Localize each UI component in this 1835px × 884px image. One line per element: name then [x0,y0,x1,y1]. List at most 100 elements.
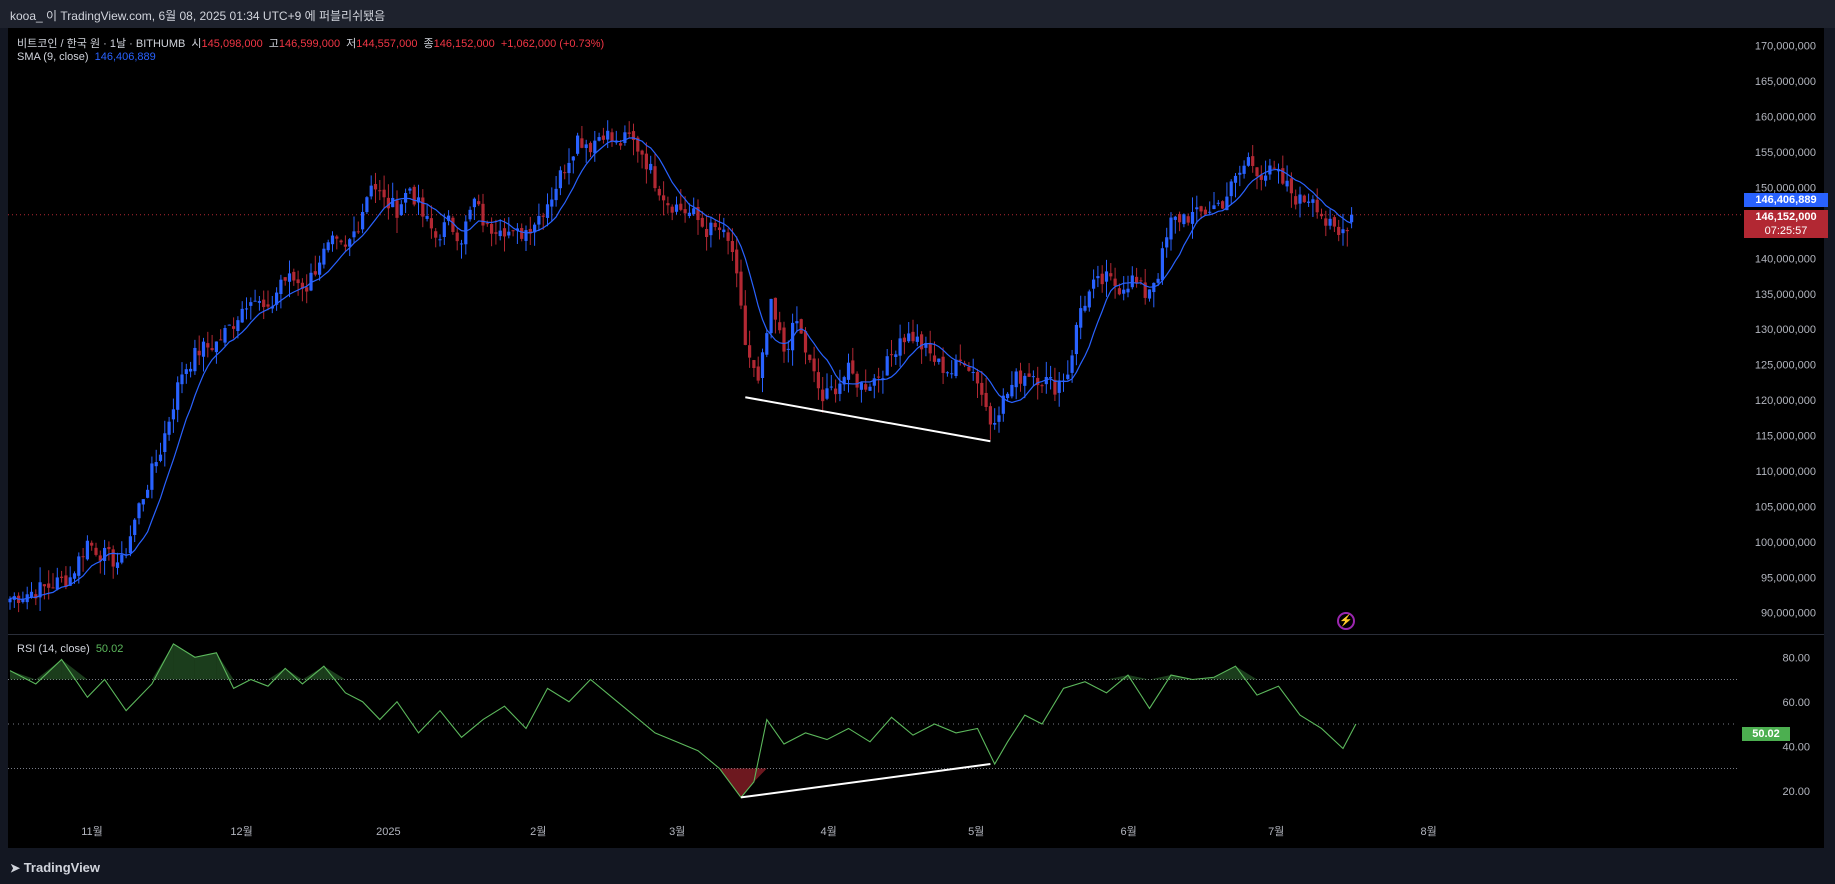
price-axis-label: 165,000,000 [1755,76,1816,88]
candle-body [950,373,954,375]
candle-body [240,308,244,323]
rsi-axis-label: 60.00 [1782,697,1810,709]
candle-body [533,224,537,233]
candle-body [670,206,674,213]
candle-body [232,326,236,329]
candle-body [176,382,180,410]
candle-body [1294,196,1298,205]
pane-divider[interactable] [8,634,1824,635]
candle-body [528,228,532,234]
lightning-alert-icon[interactable]: ⚡ [1337,612,1355,630]
candle-body [993,422,997,425]
candle-body [748,345,752,358]
candle-body [924,342,928,348]
oversold-fill [741,768,754,798]
candle-body [726,232,730,241]
candle-body [399,204,403,216]
time-axis-label: 5월 [968,825,984,838]
sma-line [9,137,1352,600]
candle-body [201,341,206,357]
candle-body [808,354,812,361]
candle-body [120,554,124,563]
rsi-chart[interactable]: 11월 12월 2025 2월 3월 4월 5월 6월 7월 8월 80.00 60.00 40.00 2… [8,635,1824,848]
low-label: 저 [346,38,357,50]
candle-body [283,277,287,281]
candle-body [412,186,416,205]
candle-body [275,292,279,305]
candle-body [928,343,932,354]
candle-body [1079,308,1083,328]
candle-body [889,354,894,356]
price-chart[interactable]: 170,000,000 165,000,000 160,000,000 155,000… [8,28,1824,634]
candle-body [649,163,653,171]
candle-body [778,322,782,331]
candle-body [730,241,734,253]
candle-body [146,489,150,498]
candle-body [1014,371,1018,388]
candle-body [373,183,378,190]
candle-body [709,222,713,236]
candle-body [1225,196,1229,211]
candle-body [292,271,296,281]
overbought-fill [268,668,286,680]
candle-body [287,273,292,282]
candle-body [210,348,214,351]
candle-body [64,575,68,587]
candle-body [137,503,141,519]
candle-body [739,271,743,306]
candle-body [227,324,231,326]
candles [8,120,1354,613]
change-value: +1,062,000 (+0.73%) [500,38,605,50]
candle-body [1229,181,1233,197]
candle-body [1066,374,1070,379]
time-axis-label: 2월 [530,825,546,838]
candle-body [1285,180,1289,187]
candle-body [1255,167,1259,177]
sma-value: 146,406,889 [94,51,156,63]
candle-body [1113,278,1117,286]
candle-body [1276,170,1281,172]
candle-body [1006,393,1010,399]
candle-body [937,358,941,362]
candle-body [391,197,395,208]
candle-body [1259,175,1263,180]
candle-body [782,327,786,352]
overbought-fill [1235,666,1257,680]
price-axis-label: 115,000,000 [1756,431,1816,443]
candle-body [1096,276,1100,279]
candle-body [29,591,34,598]
low-value: 144,557,000 [356,38,418,50]
candle-body [386,197,390,209]
candle-body [881,378,885,380]
tv-logo-text: TradingView [23,860,101,875]
time-axis-label: 12월 [230,825,252,838]
candle-body [1345,230,1349,232]
candle-body [60,576,64,578]
candle-body [103,547,107,562]
candle-body [765,333,769,355]
candle-body [545,204,550,218]
chart-panel[interactable] [8,28,1824,848]
tradingview-logo[interactable]: ➤ TradingView [10,860,100,875]
candle-body [821,389,825,402]
candle-body [1027,373,1031,377]
candle-body [1251,156,1255,166]
time-axis-label: 3월 [669,825,685,838]
candle-body [447,215,451,221]
candle-body [55,577,59,590]
candle-body [692,208,696,215]
price-axis-label: 90,000,000 [1761,608,1816,620]
candle-body [1238,172,1242,175]
candle-body [77,556,81,576]
candle-body [1018,370,1023,384]
candle-body [1160,248,1164,281]
candle-body [1130,275,1134,288]
overbought-fill [216,652,234,680]
candle-body [674,204,679,212]
price-axis-label: 120,000,000 [1755,395,1816,407]
rsi-label: RSI (14, close) [17,643,90,655]
candle-body [167,421,171,435]
candle-body [1092,279,1096,289]
candle-body [1156,278,1160,283]
candle-body [773,297,777,320]
